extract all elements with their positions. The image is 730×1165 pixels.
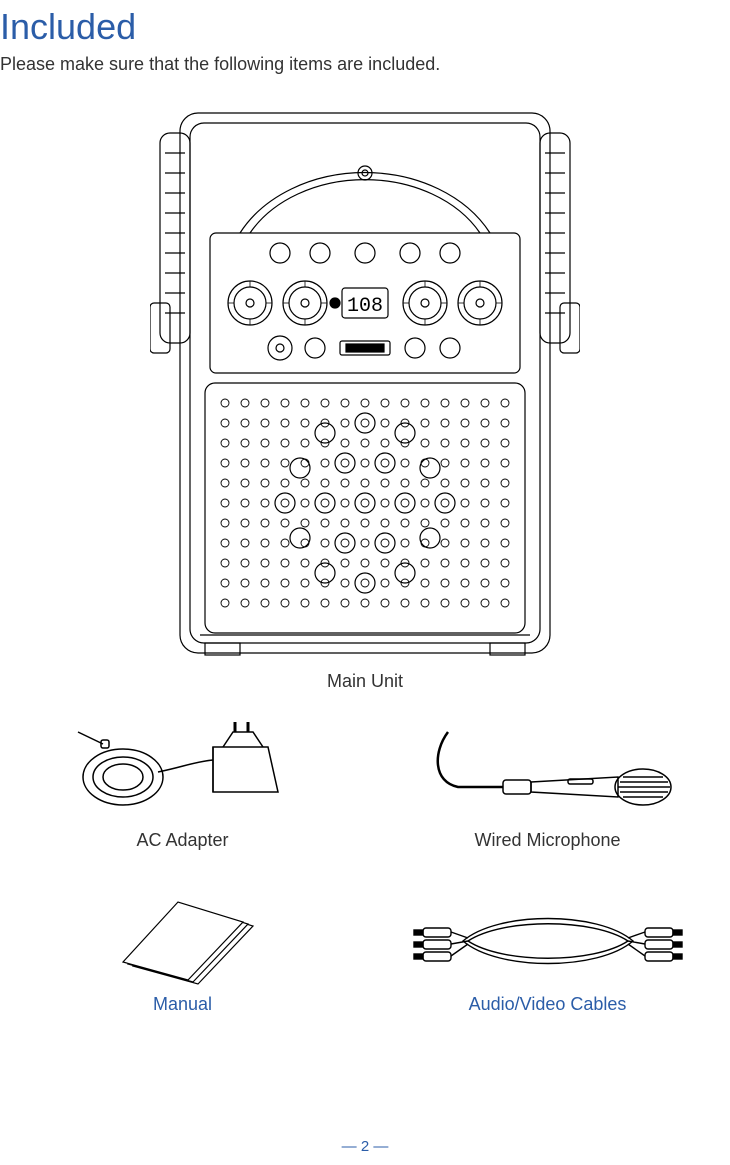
main-unit-diagram: 108	[150, 103, 580, 663]
manual-item: Manual	[0, 896, 365, 1015]
page-number: — 2 —	[0, 1138, 730, 1155]
av-cables-caption: Audio/Video Cables	[469, 994, 627, 1015]
manual-caption: Manual	[153, 994, 212, 1015]
microphone-icon	[418, 722, 678, 822]
av-cables-item: Audio/Video Cables	[365, 896, 730, 1015]
wired-microphone-item: Wired Microphone	[365, 722, 730, 851]
section-subtitle: Please make sure that the following item…	[0, 54, 730, 75]
av-cables-icon	[408, 896, 688, 986]
accessory-row-2: Manual	[0, 896, 730, 1015]
ac-adapter-icon	[63, 722, 303, 822]
section-heading: Included	[0, 6, 730, 48]
display-value: 108	[347, 295, 383, 318]
wired-microphone-caption: Wired Microphone	[474, 830, 620, 851]
accessory-row-1: AC Adapter Wired Microphone	[0, 722, 730, 851]
main-unit-caption: Main Unit	[0, 671, 730, 692]
ac-adapter-item: AC Adapter	[0, 722, 365, 851]
ac-adapter-caption: AC Adapter	[136, 830, 228, 851]
manual-icon	[103, 896, 263, 986]
